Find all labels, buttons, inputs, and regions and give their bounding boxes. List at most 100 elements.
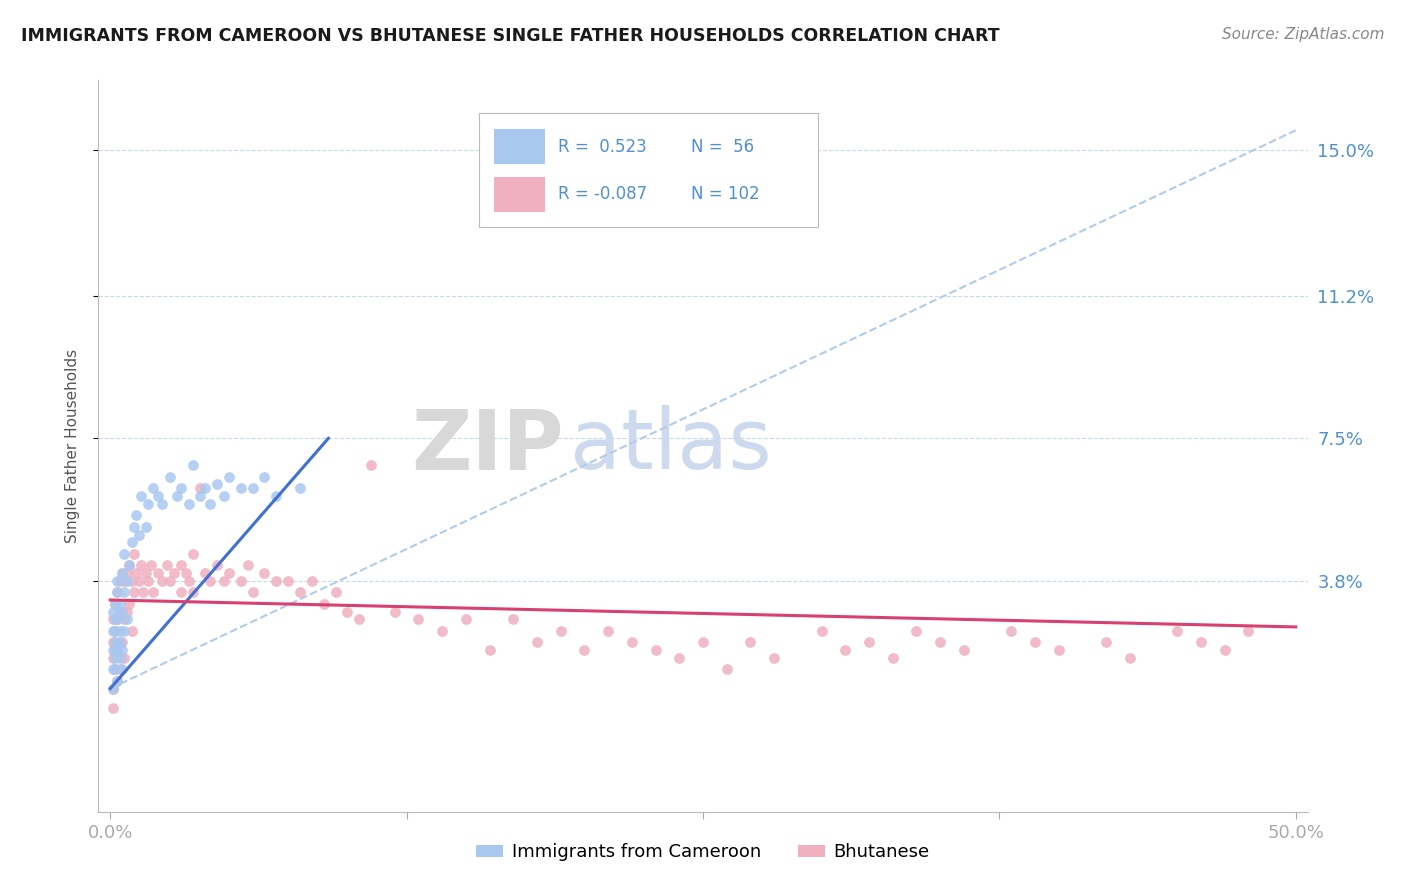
Point <box>104 662 127 676</box>
Point <box>929 635 952 649</box>
Point <box>136 497 159 511</box>
Point <box>122 520 145 534</box>
Point <box>312 597 335 611</box>
Point <box>115 574 138 588</box>
Point <box>105 673 128 688</box>
Point <box>142 585 165 599</box>
Point <box>111 566 134 580</box>
Text: IMMIGRANTS FROM CAMEROON VS BHUTANESE SINGLE FATHER HOUSEHOLDS CORRELATION CHART: IMMIGRANTS FROM CAMEROON VS BHUTANESE SI… <box>21 27 1000 45</box>
Point <box>408 612 430 626</box>
Point <box>114 624 136 638</box>
Point <box>574 643 596 657</box>
Point <box>108 605 131 619</box>
Point <box>190 489 212 503</box>
Point <box>121 574 143 588</box>
Point <box>101 662 124 676</box>
Point <box>114 612 136 626</box>
Point <box>644 643 666 657</box>
Point <box>952 643 974 657</box>
Point <box>740 635 762 649</box>
Point <box>174 566 197 580</box>
Point <box>264 489 287 503</box>
Point <box>104 643 127 657</box>
Point <box>105 643 128 657</box>
Point <box>242 481 264 495</box>
Point <box>347 612 370 626</box>
Point <box>104 612 127 626</box>
Point <box>121 624 143 638</box>
Point <box>198 497 221 511</box>
Point <box>108 624 131 638</box>
Point <box>668 650 690 665</box>
Point <box>159 470 181 484</box>
Point <box>858 635 880 649</box>
Point <box>108 662 131 676</box>
Point <box>598 624 620 638</box>
Point <box>104 635 127 649</box>
Point <box>218 470 240 484</box>
Point <box>177 574 200 588</box>
Point <box>152 574 174 588</box>
Point <box>1024 635 1046 649</box>
Point <box>181 547 204 561</box>
Point <box>194 481 217 495</box>
Point <box>104 624 127 638</box>
Point <box>288 481 311 495</box>
Text: N =  56: N = 56 <box>690 138 754 156</box>
Point <box>128 574 150 588</box>
Point <box>104 597 127 611</box>
Point <box>135 520 157 534</box>
Point <box>108 574 131 588</box>
Point <box>146 566 169 580</box>
Point <box>129 489 152 503</box>
Point <box>212 489 235 503</box>
Point <box>108 635 131 649</box>
Point <box>118 558 141 573</box>
Point <box>360 458 382 473</box>
Point <box>152 497 174 511</box>
Point <box>125 566 148 580</box>
Point <box>194 566 217 580</box>
Point <box>288 585 311 599</box>
Point <box>128 527 150 541</box>
Point <box>336 605 359 619</box>
Point <box>101 612 124 626</box>
Point <box>1166 624 1188 638</box>
Point <box>101 635 124 649</box>
Point <box>111 605 134 619</box>
Point <box>104 650 127 665</box>
Point <box>108 650 131 665</box>
Point <box>101 681 124 696</box>
Text: Source: ZipAtlas.com: Source: ZipAtlas.com <box>1222 27 1385 42</box>
Point <box>111 662 134 676</box>
Point <box>129 558 152 573</box>
Text: atlas: atlas <box>569 406 772 486</box>
Point <box>325 585 347 599</box>
Point <box>526 635 548 649</box>
Text: N = 102: N = 102 <box>690 186 759 203</box>
Point <box>114 585 136 599</box>
Point <box>142 481 165 495</box>
Text: R = -0.087: R = -0.087 <box>558 186 647 203</box>
Point <box>181 585 204 599</box>
Point <box>478 643 501 657</box>
Point <box>181 458 204 473</box>
Point <box>105 574 128 588</box>
Point <box>905 624 928 638</box>
Point <box>146 489 169 503</box>
Point <box>101 605 124 619</box>
Point <box>242 585 264 599</box>
Point <box>118 597 141 611</box>
Point <box>139 558 162 573</box>
Point <box>122 547 145 561</box>
Bar <box>494 177 544 212</box>
Point <box>105 585 128 599</box>
Point <box>101 681 124 696</box>
Point <box>253 566 276 580</box>
Point <box>136 574 159 588</box>
Y-axis label: Single Father Households: Single Father Households <box>65 349 80 543</box>
Point <box>301 574 323 588</box>
Point <box>114 650 136 665</box>
Point <box>101 650 124 665</box>
Point <box>111 635 134 649</box>
